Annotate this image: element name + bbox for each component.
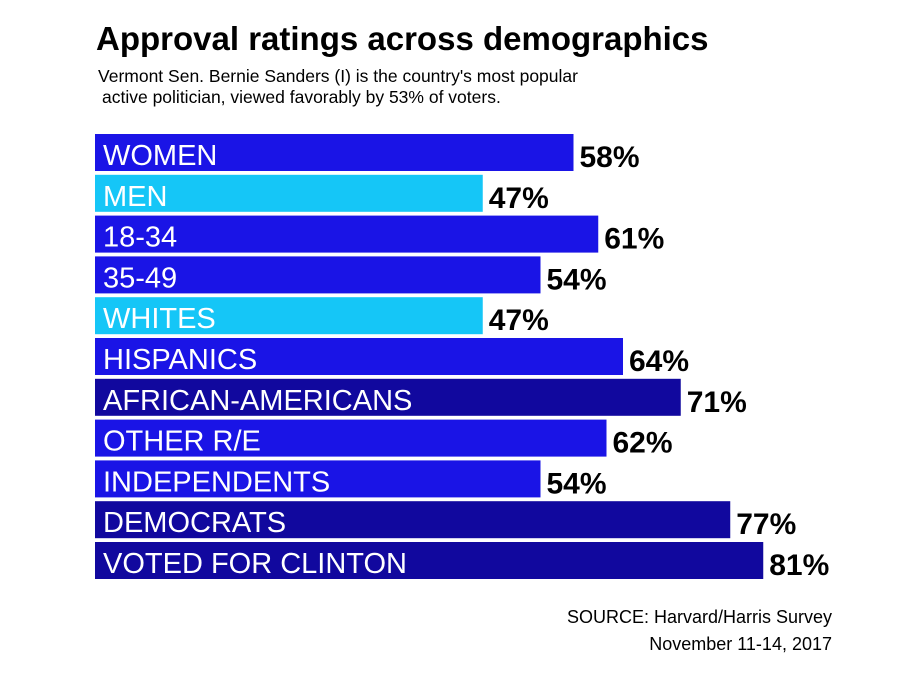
bar-value-label: 81% <box>769 549 829 582</box>
chart-title: Approval ratings across demographics <box>96 20 709 57</box>
bar-category-label: 18-34 <box>103 222 177 254</box>
bar-value-label: 54% <box>547 467 607 500</box>
bar-category-label: WOMEN <box>103 140 217 172</box>
bar-voted-for-clinton <box>95 542 764 579</box>
bar-category-label: WHITES <box>103 303 216 335</box>
bar-value-label: 64% <box>629 345 689 378</box>
bar-independents <box>95 460 541 498</box>
bar-18-34 <box>95 215 599 253</box>
bar-democrats <box>95 501 731 539</box>
chart-subtitle: Vermont Sen. Bernie Sanders (I) is the c… <box>98 66 738 108</box>
bar-category-label: DEMOCRATS <box>103 507 286 539</box>
source-note: SOURCE: Harvard/Harris Survey November 1… <box>567 604 832 658</box>
bar-value-label: 62% <box>613 427 673 460</box>
bar-value-label: 47% <box>489 182 549 215</box>
bar-value-label: 61% <box>604 223 664 256</box>
bar-category-label: VOTED FOR CLINTON <box>103 548 407 580</box>
bar-whites <box>95 297 483 335</box>
bar-category-label: INDEPENDENTS <box>103 466 330 498</box>
bar-value-label: 54% <box>547 263 607 296</box>
subtitle-line-2: active politician, viewed favorably by 5… <box>102 87 501 107</box>
bar-category-label: OTHER R/E <box>103 426 261 458</box>
bar-category-label: AFRICAN-AMERICANS <box>103 385 412 417</box>
bar-men <box>95 174 483 212</box>
bar-category-label: 35-49 <box>103 262 177 294</box>
bar-value-label: 47% <box>489 304 549 337</box>
bar-category-label: MEN <box>103 181 167 213</box>
bar-value-label: 77% <box>736 508 796 541</box>
source-line-1: SOURCE: Harvard/Harris Survey <box>566 607 832 627</box>
subtitle-line-1: Vermont Sen. Bernie Sanders (I) is the c… <box>98 66 578 86</box>
bar-category-label: HISPANICS <box>103 344 257 376</box>
bar-other-r-e <box>95 419 607 457</box>
bar-hispanics <box>95 338 623 375</box>
bar-35-49 <box>95 256 541 294</box>
source-line-2: November 11-14, 2017 <box>649 634 832 654</box>
bar-african-americans <box>95 378 681 416</box>
bar-women <box>95 134 574 171</box>
bar-value-label: 71% <box>687 386 747 419</box>
bar-value-label: 58% <box>580 141 640 174</box>
